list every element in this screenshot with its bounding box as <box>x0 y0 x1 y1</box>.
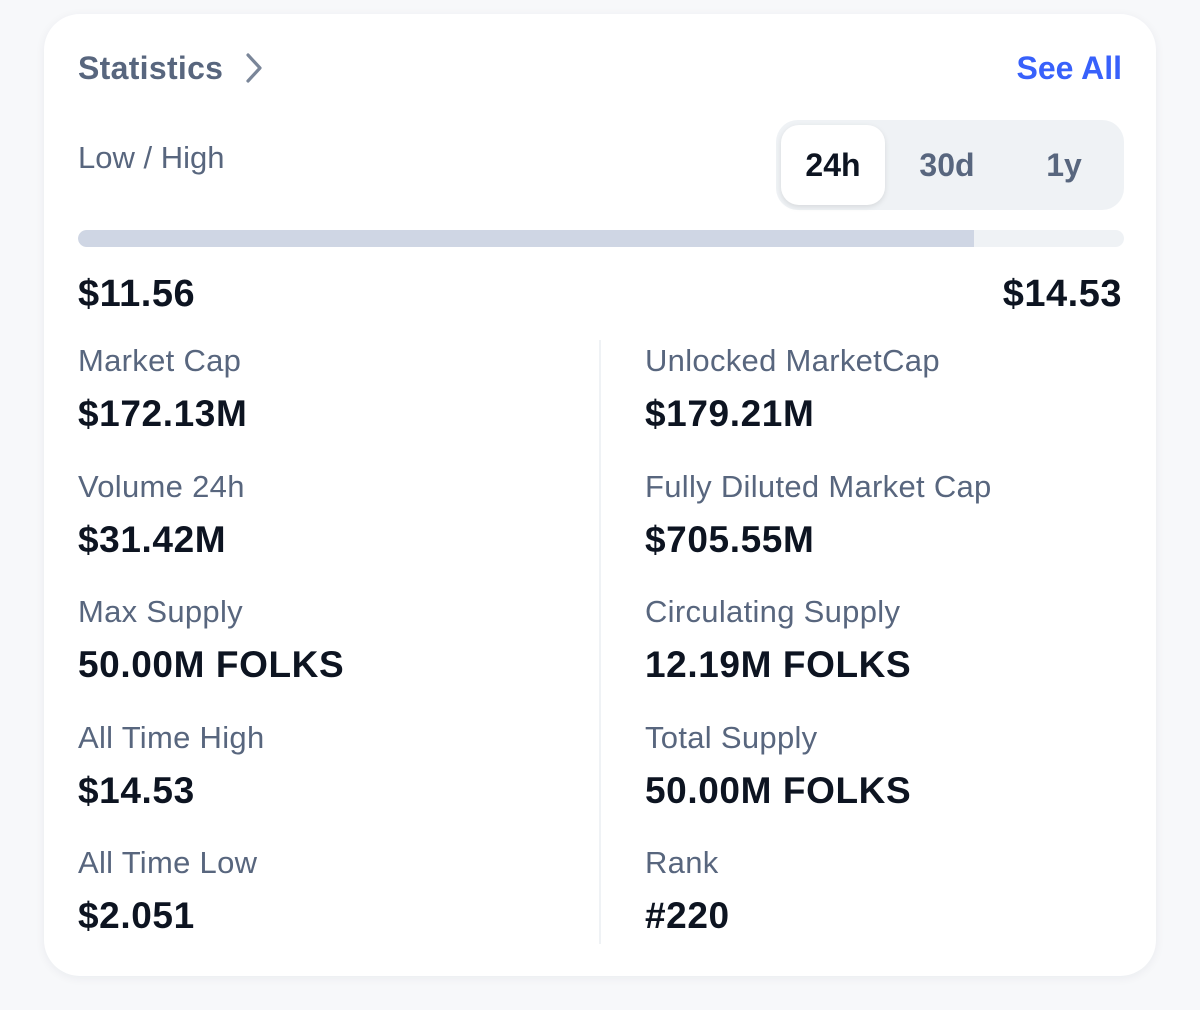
stat-value: $2.051 <box>78 895 195 936</box>
stat-label: All Time High <box>78 719 265 755</box>
statistics-card: Statistics See All Low / High 24h 30d 1y… <box>44 14 1156 976</box>
stat-value: 50.00M FOLKS <box>78 644 345 685</box>
stat-value: $172.13M <box>78 393 248 434</box>
stat-label: Total Supply <box>645 719 818 755</box>
stat-value: $179.21M <box>645 393 815 434</box>
stat-value: $14.53 <box>78 769 195 811</box>
stat-market-cap: Market Cap $172.13M <box>78 338 578 464</box>
stat-label: All Time Low <box>78 845 258 880</box>
low-price: $11.56 <box>78 272 196 315</box>
stat-value: 50.00M FOLKS <box>645 769 912 811</box>
timeframe-segmented-control: 24h 30d 1y <box>776 120 1124 210</box>
stat-label: Unlocked MarketCap <box>645 343 940 378</box>
chevron-right-icon <box>243 51 267 85</box>
low-high-label: Low / High <box>78 140 225 175</box>
column-divider <box>599 340 601 944</box>
timeframe-1y-button[interactable]: 1y <box>1046 146 1082 183</box>
statistics-title-link[interactable]: Statistics <box>78 50 267 87</box>
timeframe-30d-button[interactable]: 30d <box>919 146 975 183</box>
stat-value: 12.19M FOLKS <box>645 644 912 685</box>
statistics-title: Statistics <box>78 49 224 86</box>
low-high-values: $11.56 $14.53 <box>78 272 1122 316</box>
stat-volume-24h: Volume 24h $31.42M <box>78 464 578 590</box>
stats-right-column: Unlocked MarketCap $179.21M Fully Dilute… <box>645 338 1125 966</box>
low-high-progress-bar <box>78 230 1124 247</box>
statistics-header: Statistics See All <box>78 48 1122 88</box>
stat-value: #220 <box>645 895 730 936</box>
stat-fully-diluted-market-cap: Fully Diluted Market Cap $705.55M <box>645 464 1125 590</box>
low-high-row: Low / High 24h 30d 1y <box>78 120 1124 210</box>
stat-max-supply: Max Supply 50.00M FOLKS <box>78 589 578 715</box>
stat-label: Max Supply <box>78 594 243 629</box>
stat-value: $31.42M <box>78 518 227 560</box>
stat-all-time-low: All Time Low $2.051 <box>78 840 578 966</box>
stat-unlocked-marketcap: Unlocked MarketCap $179.21M <box>645 338 1125 464</box>
stats-left-column: Market Cap $172.13M Volume 24h $31.42M M… <box>78 338 578 966</box>
stat-total-supply: Total Supply 50.00M FOLKS <box>645 715 1125 841</box>
high-price: $14.53 <box>1002 272 1122 315</box>
stat-label: Circulating Supply <box>645 594 901 629</box>
stat-value: $705.55M <box>645 518 815 560</box>
stat-rank: Rank #220 <box>645 840 1125 966</box>
see-all-link[interactable]: See All <box>1016 49 1122 86</box>
stat-label: Fully Diluted Market Cap <box>645 468 992 504</box>
stat-all-time-high: All Time High $14.53 <box>78 715 578 841</box>
stat-circulating-supply: Circulating Supply 12.19M FOLKS <box>645 589 1125 715</box>
stat-label: Rank <box>645 845 719 880</box>
timeframe-24h-button[interactable]: 24h <box>781 125 885 205</box>
low-high-progress-fill <box>78 230 975 247</box>
stat-label: Volume 24h <box>78 468 245 504</box>
stat-label: Market Cap <box>78 343 242 378</box>
